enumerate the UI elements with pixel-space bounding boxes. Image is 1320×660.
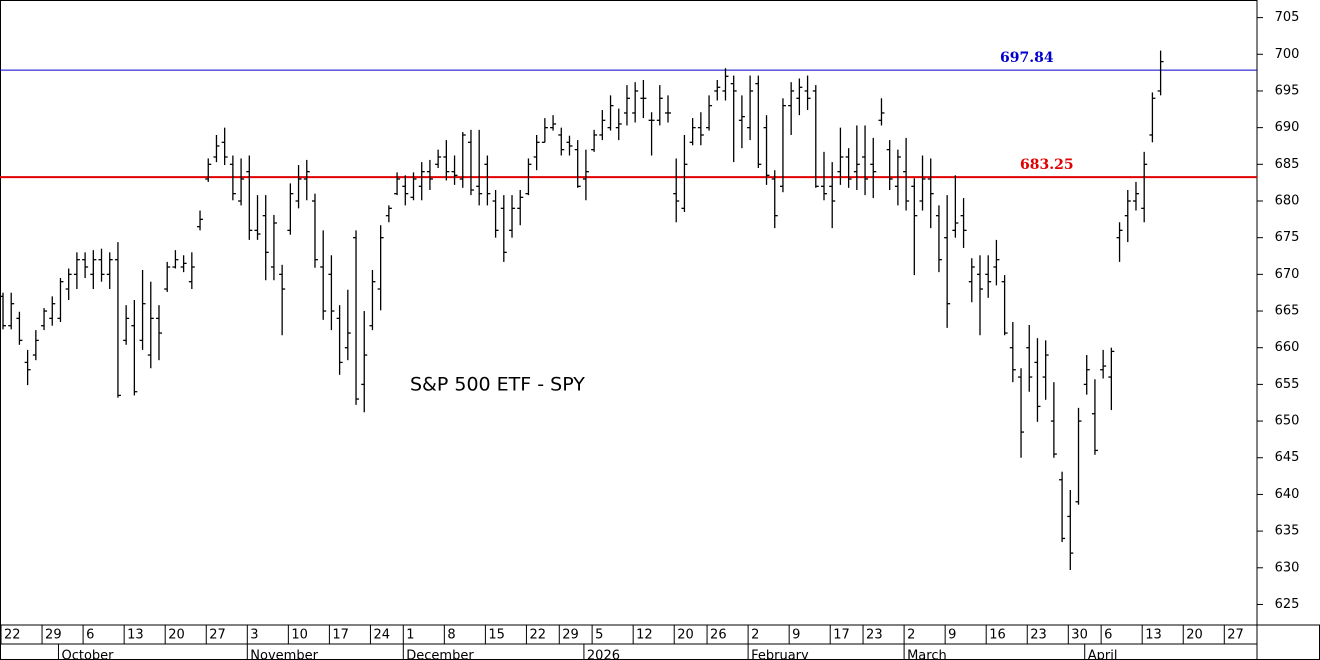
y-tick-label: 635: [1275, 524, 1300, 539]
x-tick-label: 12: [636, 628, 653, 643]
x-tick-label: 17: [332, 628, 349, 643]
x-tick-label: 5: [595, 628, 603, 643]
y-tick-label: 630: [1275, 560, 1300, 575]
x-tick-label: 23: [866, 628, 883, 643]
x-tick-label: 2: [751, 628, 759, 643]
month-label: February: [751, 649, 809, 660]
x-tick-label: 27: [1227, 628, 1244, 643]
x-tick-label: 13: [1145, 628, 1162, 643]
axis-panel: [1257, 0, 1320, 625]
reference-label: 683.25: [1020, 157, 1074, 173]
chart-title: S&P 500 ETF - SPY: [410, 374, 585, 396]
x-tick-label: 3: [250, 628, 258, 643]
x-tick-label: 30: [1071, 628, 1088, 643]
x-tick-label: 20: [677, 628, 694, 643]
x-tick-label: 27: [209, 628, 226, 643]
month-label: October: [61, 649, 114, 660]
x-tick-label: 9: [792, 628, 800, 643]
y-tick-label: 625: [1275, 597, 1300, 612]
y-tick-label: 650: [1275, 414, 1300, 429]
x-tick-label: 13: [127, 628, 144, 643]
x-tick-label: 17: [833, 628, 850, 643]
month-label: December: [406, 649, 474, 660]
y-tick-label: 665: [1275, 304, 1300, 319]
x-tick-label: 6: [1104, 628, 1112, 643]
x-tick-label: 29: [562, 628, 579, 643]
month-label: April: [1088, 649, 1118, 660]
y-tick-label: 685: [1275, 157, 1300, 172]
x-tick-label: 1: [406, 628, 414, 643]
y-tick-label: 655: [1275, 377, 1300, 392]
x-tick-label: 20: [1186, 628, 1203, 643]
x-tick-label: 26: [710, 628, 727, 643]
x-tick-label: 20: [168, 628, 185, 643]
x-tick-label: 9: [948, 628, 956, 643]
x-tick-label: 24: [373, 628, 390, 643]
y-tick-label: 670: [1275, 267, 1300, 282]
x-tick-label: 16: [989, 628, 1006, 643]
x-tick-label: 29: [45, 628, 62, 643]
x-tick-label: 22: [529, 628, 546, 643]
month-label: 2026: [587, 649, 620, 660]
y-tick-label: 660: [1275, 340, 1300, 355]
y-tick-label: 695: [1275, 83, 1300, 98]
y-tick-label: 640: [1275, 487, 1300, 502]
y-tick-label: 680: [1275, 193, 1300, 208]
y-tick-label: 675: [1275, 230, 1300, 245]
x-tick-label: 8: [447, 628, 455, 643]
x-tick-label: 23: [1030, 628, 1047, 643]
label-background: [1014, 156, 1084, 175]
x-tick-label: 10: [291, 628, 308, 643]
month-label: March: [907, 649, 947, 660]
reference-label: 697.84: [1000, 50, 1054, 66]
y-tick-label: 645: [1275, 450, 1300, 465]
x-tick-label: 15: [488, 628, 505, 643]
x-tick-label: 6: [86, 628, 94, 643]
x-tick-label: 22: [4, 628, 21, 643]
y-tick-label: 705: [1275, 10, 1300, 25]
y-tick-label: 690: [1275, 120, 1300, 135]
x-tick-label: 2: [907, 628, 915, 643]
month-label: November: [250, 649, 318, 660]
y-tick-label: 700: [1275, 47, 1300, 62]
label-background: [994, 49, 1064, 68]
